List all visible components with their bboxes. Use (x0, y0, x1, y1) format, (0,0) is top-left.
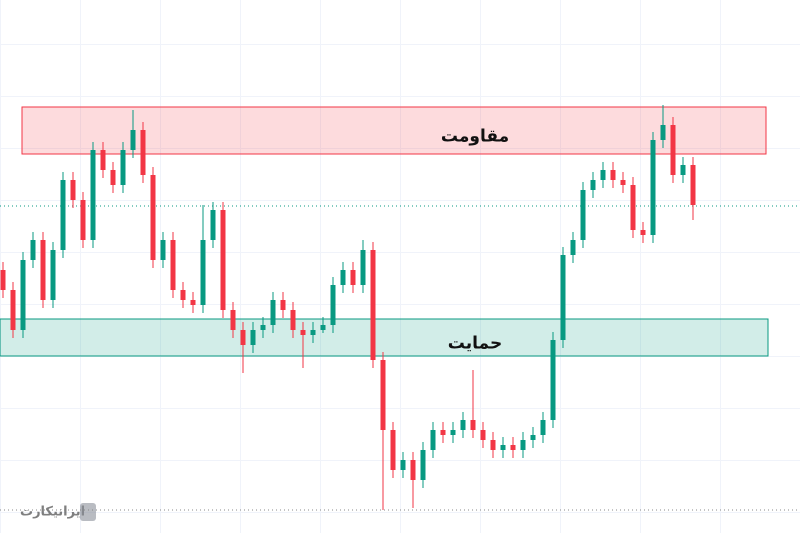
candle-body (500, 445, 506, 450)
candle-body (60, 180, 66, 250)
candle-body (630, 185, 636, 230)
candle-body (190, 300, 196, 305)
candle-body (40, 240, 46, 300)
candle-body (240, 330, 246, 345)
candle-body (330, 285, 336, 325)
candle-body (210, 210, 216, 240)
watermark-logo (80, 503, 96, 521)
candle-body (70, 180, 76, 200)
candle-body (470, 420, 476, 430)
candle-body (120, 150, 126, 185)
candle-body (260, 325, 266, 330)
candle-body (400, 460, 406, 470)
candle-body (20, 260, 26, 330)
candle-body (250, 330, 256, 345)
candle-body (420, 450, 426, 480)
candle-body (370, 250, 376, 360)
candle-body (670, 125, 676, 175)
candle-body (580, 190, 586, 240)
zone (0, 318, 769, 357)
candle-body (110, 170, 116, 185)
candle-body (200, 240, 206, 305)
candle-body (300, 330, 306, 335)
candle-body (220, 210, 226, 310)
candle-body (140, 130, 146, 175)
candle-body (50, 250, 56, 300)
candle-body (280, 300, 286, 310)
candle-body (690, 165, 696, 205)
candle-body (290, 310, 296, 330)
candle-body (150, 175, 156, 260)
candle-body (170, 240, 176, 290)
candle-body (80, 200, 86, 240)
candle-body (560, 255, 566, 340)
candle-body (570, 240, 576, 255)
candle-body (430, 430, 436, 450)
candle-body (450, 430, 456, 435)
candle-body (550, 340, 556, 420)
candle-body (520, 440, 526, 450)
candle-body (440, 430, 446, 435)
candle-body (620, 180, 626, 185)
candle-body (160, 240, 166, 260)
candle-body (480, 430, 486, 440)
candle-body (90, 150, 96, 240)
candle-body (320, 325, 326, 330)
watermark: ایرانیکارت (20, 505, 85, 520)
candle-body (460, 420, 466, 430)
candle-body (340, 270, 346, 285)
candle-body (410, 460, 416, 480)
candle-body (680, 165, 686, 175)
candle-body (640, 230, 646, 235)
zone (21, 106, 767, 155)
candle-body (230, 310, 236, 330)
candle-body (590, 180, 596, 190)
candle-body (390, 430, 396, 470)
candle-body (30, 240, 36, 260)
candle-body (10, 290, 16, 330)
candle-body (360, 250, 366, 285)
zone-label: مقاومت (441, 127, 509, 147)
candle-body (270, 300, 276, 325)
zone-label: حمایت (448, 334, 502, 354)
candle-body (310, 330, 316, 335)
candle-body (350, 270, 356, 285)
candle-body (490, 440, 496, 450)
candle-body (510, 445, 516, 450)
candle-body (540, 420, 546, 435)
candle-body (660, 125, 666, 140)
candle-body (100, 150, 106, 170)
candle-body (650, 140, 656, 235)
candle-body (130, 130, 136, 150)
candle-body (380, 360, 386, 430)
candle-body (180, 290, 186, 300)
candle-body (600, 170, 606, 180)
candle-body (530, 435, 536, 440)
candle-body (610, 170, 616, 180)
candle-body (0, 270, 6, 290)
